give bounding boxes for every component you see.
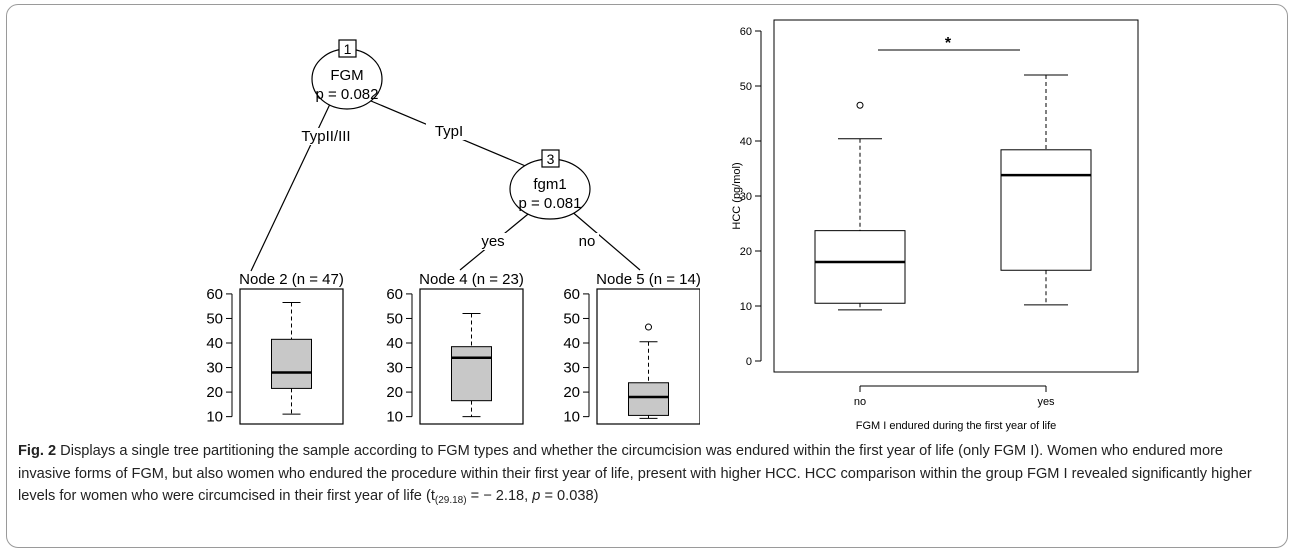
terminal-box-1 <box>271 338 312 389</box>
caption-subscript: (29.18) <box>434 495 467 506</box>
boxplot-ytick-label: 30 <box>740 191 752 203</box>
terminal-ytick-label: 30 <box>206 360 223 377</box>
significance-star: * <box>945 35 952 52</box>
boxplot-ytick-label: 20 <box>740 246 752 258</box>
edge-label-typii: TypII/III <box>301 128 350 145</box>
boxplot-ytick-label: 50 <box>740 81 752 93</box>
boxplot-ylabel: HCC (pg/mol) <box>731 162 743 229</box>
boxplot-ytick-label: 40 <box>740 136 752 148</box>
edge-label-bg <box>300 128 395 145</box>
boxplot-ytick-label: 60 <box>740 26 752 38</box>
terminal-ytick-label: 20 <box>206 384 223 401</box>
terminal-ytick-label: 40 <box>386 335 403 352</box>
boxplot-ytick-label: 0 <box>746 356 752 368</box>
terminal-ytick-label: 60 <box>563 286 580 303</box>
terminal-outlier <box>645 323 652 331</box>
node-1-id: 1 <box>344 41 352 57</box>
terminal-ytick-label: 10 <box>206 409 223 426</box>
terminal-ytick-label: 30 <box>563 360 580 377</box>
terminal-title-2: Node 4 (n = 23) <box>419 271 524 288</box>
terminal-ytick-label: 50 <box>563 310 580 327</box>
node-1-id-box <box>338 39 357 58</box>
terminal-ytick-label: 10 <box>386 409 403 426</box>
terminal-ytick-label: 20 <box>386 384 403 401</box>
terminal-ytick-label: 50 <box>206 310 223 327</box>
terminal-ytick-label: 30 <box>386 360 403 377</box>
node-3-pvalue: p = 0.081 <box>519 195 582 212</box>
boxplot-xtick-label-yes: yes <box>1037 396 1055 408</box>
caption-text: Displays a single tree partitioning the … <box>18 443 1252 504</box>
boxplot-plot-area <box>773 19 1139 373</box>
boxplot-xlabel: FGM I endured during the first year of l… <box>856 420 1057 432</box>
decision-tree: TypII/III TypI yes no 1 FGM p = 0.082 3 … <box>206 39 700 426</box>
figure-caption: Fig. 2 Displays a single tree partitioni… <box>18 440 1273 513</box>
node-3-variable: fgm1 <box>533 176 566 193</box>
edge-label-no: no <box>579 233 596 250</box>
terminal-ytick-label: 40 <box>563 335 580 352</box>
node-1-variable: FGM <box>330 67 363 84</box>
boxplot-box-yes <box>1000 149 1092 271</box>
hcc-boxplot: 0 10 20 30 40 50 60 no yes * FGM I endured durin… <box>731 19 1139 432</box>
boxplot-ytick-label: 10 <box>740 301 752 313</box>
node-1-pvalue: p = 0.082 <box>316 86 379 103</box>
terminal-ytick-label: 60 <box>386 286 403 303</box>
node-3-id: 3 <box>547 151 555 167</box>
terminal-box-2 <box>451 346 492 402</box>
terminal-box-3 <box>628 382 669 416</box>
terminal-ytick-label: 20 <box>563 384 580 401</box>
terminal-ytick-label: 10 <box>563 409 580 426</box>
terminal-ytick-label: 40 <box>206 335 223 352</box>
caption-end: = 0.038) <box>540 488 599 504</box>
boxplot-outlier <box>856 101 864 109</box>
boxplot-box-no <box>814 230 906 304</box>
terminal-title-3: Node 5 (n = 14) <box>596 271 700 288</box>
caption-label: Fig. 2 <box>18 443 57 459</box>
edge-label-typi: TypI <box>435 123 463 140</box>
figure-frame <box>6 4 1288 548</box>
terminal-ytick-label: 60 <box>206 286 223 303</box>
node-3-id-box <box>541 149 560 168</box>
caption-stat: = − 2.18, <box>466 488 533 504</box>
terminal-title-1: Node 2 (n = 47) <box>239 271 344 288</box>
boxplot-xtick-label-no: no <box>854 396 866 408</box>
edge-label-yes: yes <box>481 233 504 250</box>
edge-no-line <box>569 209 641 271</box>
terminal-ytick-label: 50 <box>386 310 403 327</box>
caption-p-italic: p <box>532 488 541 504</box>
